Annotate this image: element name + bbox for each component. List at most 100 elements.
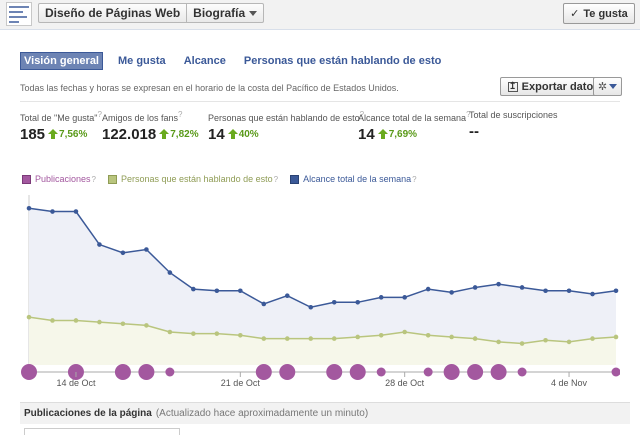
checkmark-icon: ✓ — [570, 8, 580, 20]
post-bubble — [376, 367, 386, 377]
stat-value: -- — [469, 123, 479, 140]
reach-point — [214, 288, 220, 294]
stat-talking-about: Personas que están hablando de esto? 14 4… — [208, 110, 364, 143]
reach-point — [73, 209, 79, 214]
post-bubble — [611, 367, 620, 377]
x-tick-label: 21 de Oct — [221, 378, 261, 388]
post-bubble — [349, 364, 366, 380]
help-icon[interactable]: ? — [412, 174, 417, 184]
stat-value: 122.018 — [102, 126, 157, 143]
post-bubble — [490, 364, 507, 380]
stat-weekly-reach: Alcance total de la semana? 14 7,69% — [358, 110, 471, 143]
reach-area — [29, 208, 616, 365]
talking-point — [331, 336, 337, 341]
stat-label: Total de "Me gusta" — [20, 113, 98, 123]
page-thumbnail-icon[interactable] — [6, 2, 32, 26]
up-arrow-icon — [48, 129, 59, 139]
page-selector: Diseño de Páginas Web Biografía — [38, 3, 265, 23]
help-icon[interactable]: ? — [273, 174, 279, 184]
legend-publicaciones[interactable]: Publicaciones? — [22, 174, 96, 184]
post-bubble — [443, 364, 460, 380]
x-tick-label: 4 de Nov — [551, 378, 588, 388]
page-name-link[interactable]: Diseño de Páginas Web — [39, 4, 188, 22]
x-tick-label: 14 de Oct — [56, 378, 96, 388]
talking-point — [26, 314, 32, 320]
tab-overview[interactable]: Visión general — [20, 52, 103, 70]
stat-label: Personas que están hablando de esto — [208, 113, 360, 123]
reach-point — [308, 304, 314, 310]
page-posts-title: Publicaciones de la página — [24, 408, 152, 419]
top-bar: Diseño de Páginas Web Biografía ✓ Te gus… — [0, 0, 640, 30]
chart-legend: Publicaciones? Personas que están hablan… — [22, 174, 429, 184]
stat-value: 14 — [358, 126, 375, 143]
talking-point — [613, 334, 619, 340]
like-button-label: Te gusta — [583, 7, 628, 20]
export-data-button[interactable]: ↥ Exportar datos — [500, 77, 607, 96]
talking-point — [167, 329, 173, 335]
divider — [20, 101, 620, 102]
reach-point — [238, 288, 243, 294]
export-icon: ↥ — [507, 80, 518, 92]
reach-point — [425, 286, 431, 292]
stat-change: 7,69% — [388, 128, 418, 140]
stat-change: 7,82% — [170, 128, 199, 140]
help-icon[interactable]: ? — [91, 174, 96, 184]
stat-subscriptions: Total de suscripciones -- — [469, 110, 558, 140]
chevron-down-icon — [249, 10, 258, 16]
settings-menu-button[interactable]: ✲ — [593, 77, 622, 96]
talking-point — [378, 333, 384, 338]
insights-line-chart: 14 de Oct 21 de Oct 28 de Oct 4 de Nov — [21, 195, 620, 388]
reach-point — [590, 291, 595, 297]
post-bubble — [279, 364, 296, 380]
talking-point — [355, 334, 361, 340]
insights-tabs: Visión general Me gusta Alcance Personas… — [20, 52, 456, 70]
help-icon[interactable]: ? — [359, 110, 365, 119]
talking-point — [284, 336, 290, 341]
help-icon[interactable]: ? — [178, 110, 183, 119]
reach-point — [284, 293, 290, 298]
post-bubble — [326, 364, 343, 380]
reach-point — [191, 286, 196, 292]
post-bubble — [114, 364, 131, 380]
help-icon[interactable]: ? — [466, 110, 471, 119]
talking-point — [496, 339, 501, 345]
page-posts-header: Publicaciones de la página (Actualizado … — [20, 402, 630, 424]
reach-point — [378, 295, 384, 300]
post-bubble — [467, 364, 484, 380]
tab-likes[interactable]: Me gusta — [118, 55, 166, 67]
reach-point — [496, 281, 501, 287]
stat-friends-of-fans: Amigos de los fans? 122.018 7,82% — [102, 110, 199, 143]
like-button[interactable]: ✓ Te gusta — [563, 3, 635, 24]
legend-weekly-reach[interactable]: Alcance total de la semana? — [290, 174, 417, 184]
reach-point — [543, 288, 548, 294]
talking-point — [50, 318, 55, 323]
reach-point — [50, 209, 55, 214]
gear-icon: ✲ — [597, 81, 608, 93]
legend-talking-about[interactable]: Personas que están hablando de esto? — [108, 174, 278, 184]
post-bubble — [255, 364, 272, 380]
stat-value: 185 — [20, 126, 46, 143]
tab-talking-about[interactable]: Personas que están hablando de esto — [243, 55, 442, 67]
talking-point — [308, 336, 314, 341]
posts-filter-box[interactable] — [24, 428, 180, 435]
tab-reach[interactable]: Alcance — [183, 55, 226, 67]
reach-point — [449, 290, 454, 295]
talking-area — [29, 317, 616, 365]
talking-point — [519, 341, 525, 346]
stat-label: Amigos de los fans — [102, 113, 179, 123]
stat-label: Alcance total de la semana — [358, 113, 467, 123]
talking-point — [73, 318, 79, 323]
timezone-note: Todas las fechas y horas se expresan en … — [20, 83, 399, 93]
stat-value: 14 — [208, 126, 225, 143]
post-bubble — [423, 367, 433, 377]
section-dropdown[interactable]: Biografía — [187, 4, 263, 22]
reach-point — [26, 205, 32, 211]
reach-point — [144, 247, 149, 252]
talking-point — [472, 336, 478, 341]
section-label: Biografía — [193, 6, 246, 20]
help-icon[interactable]: ? — [97, 110, 102, 119]
talking-point — [261, 336, 267, 341]
talking-point — [120, 321, 126, 327]
talking-point — [543, 337, 548, 343]
legend-swatch — [290, 174, 300, 184]
